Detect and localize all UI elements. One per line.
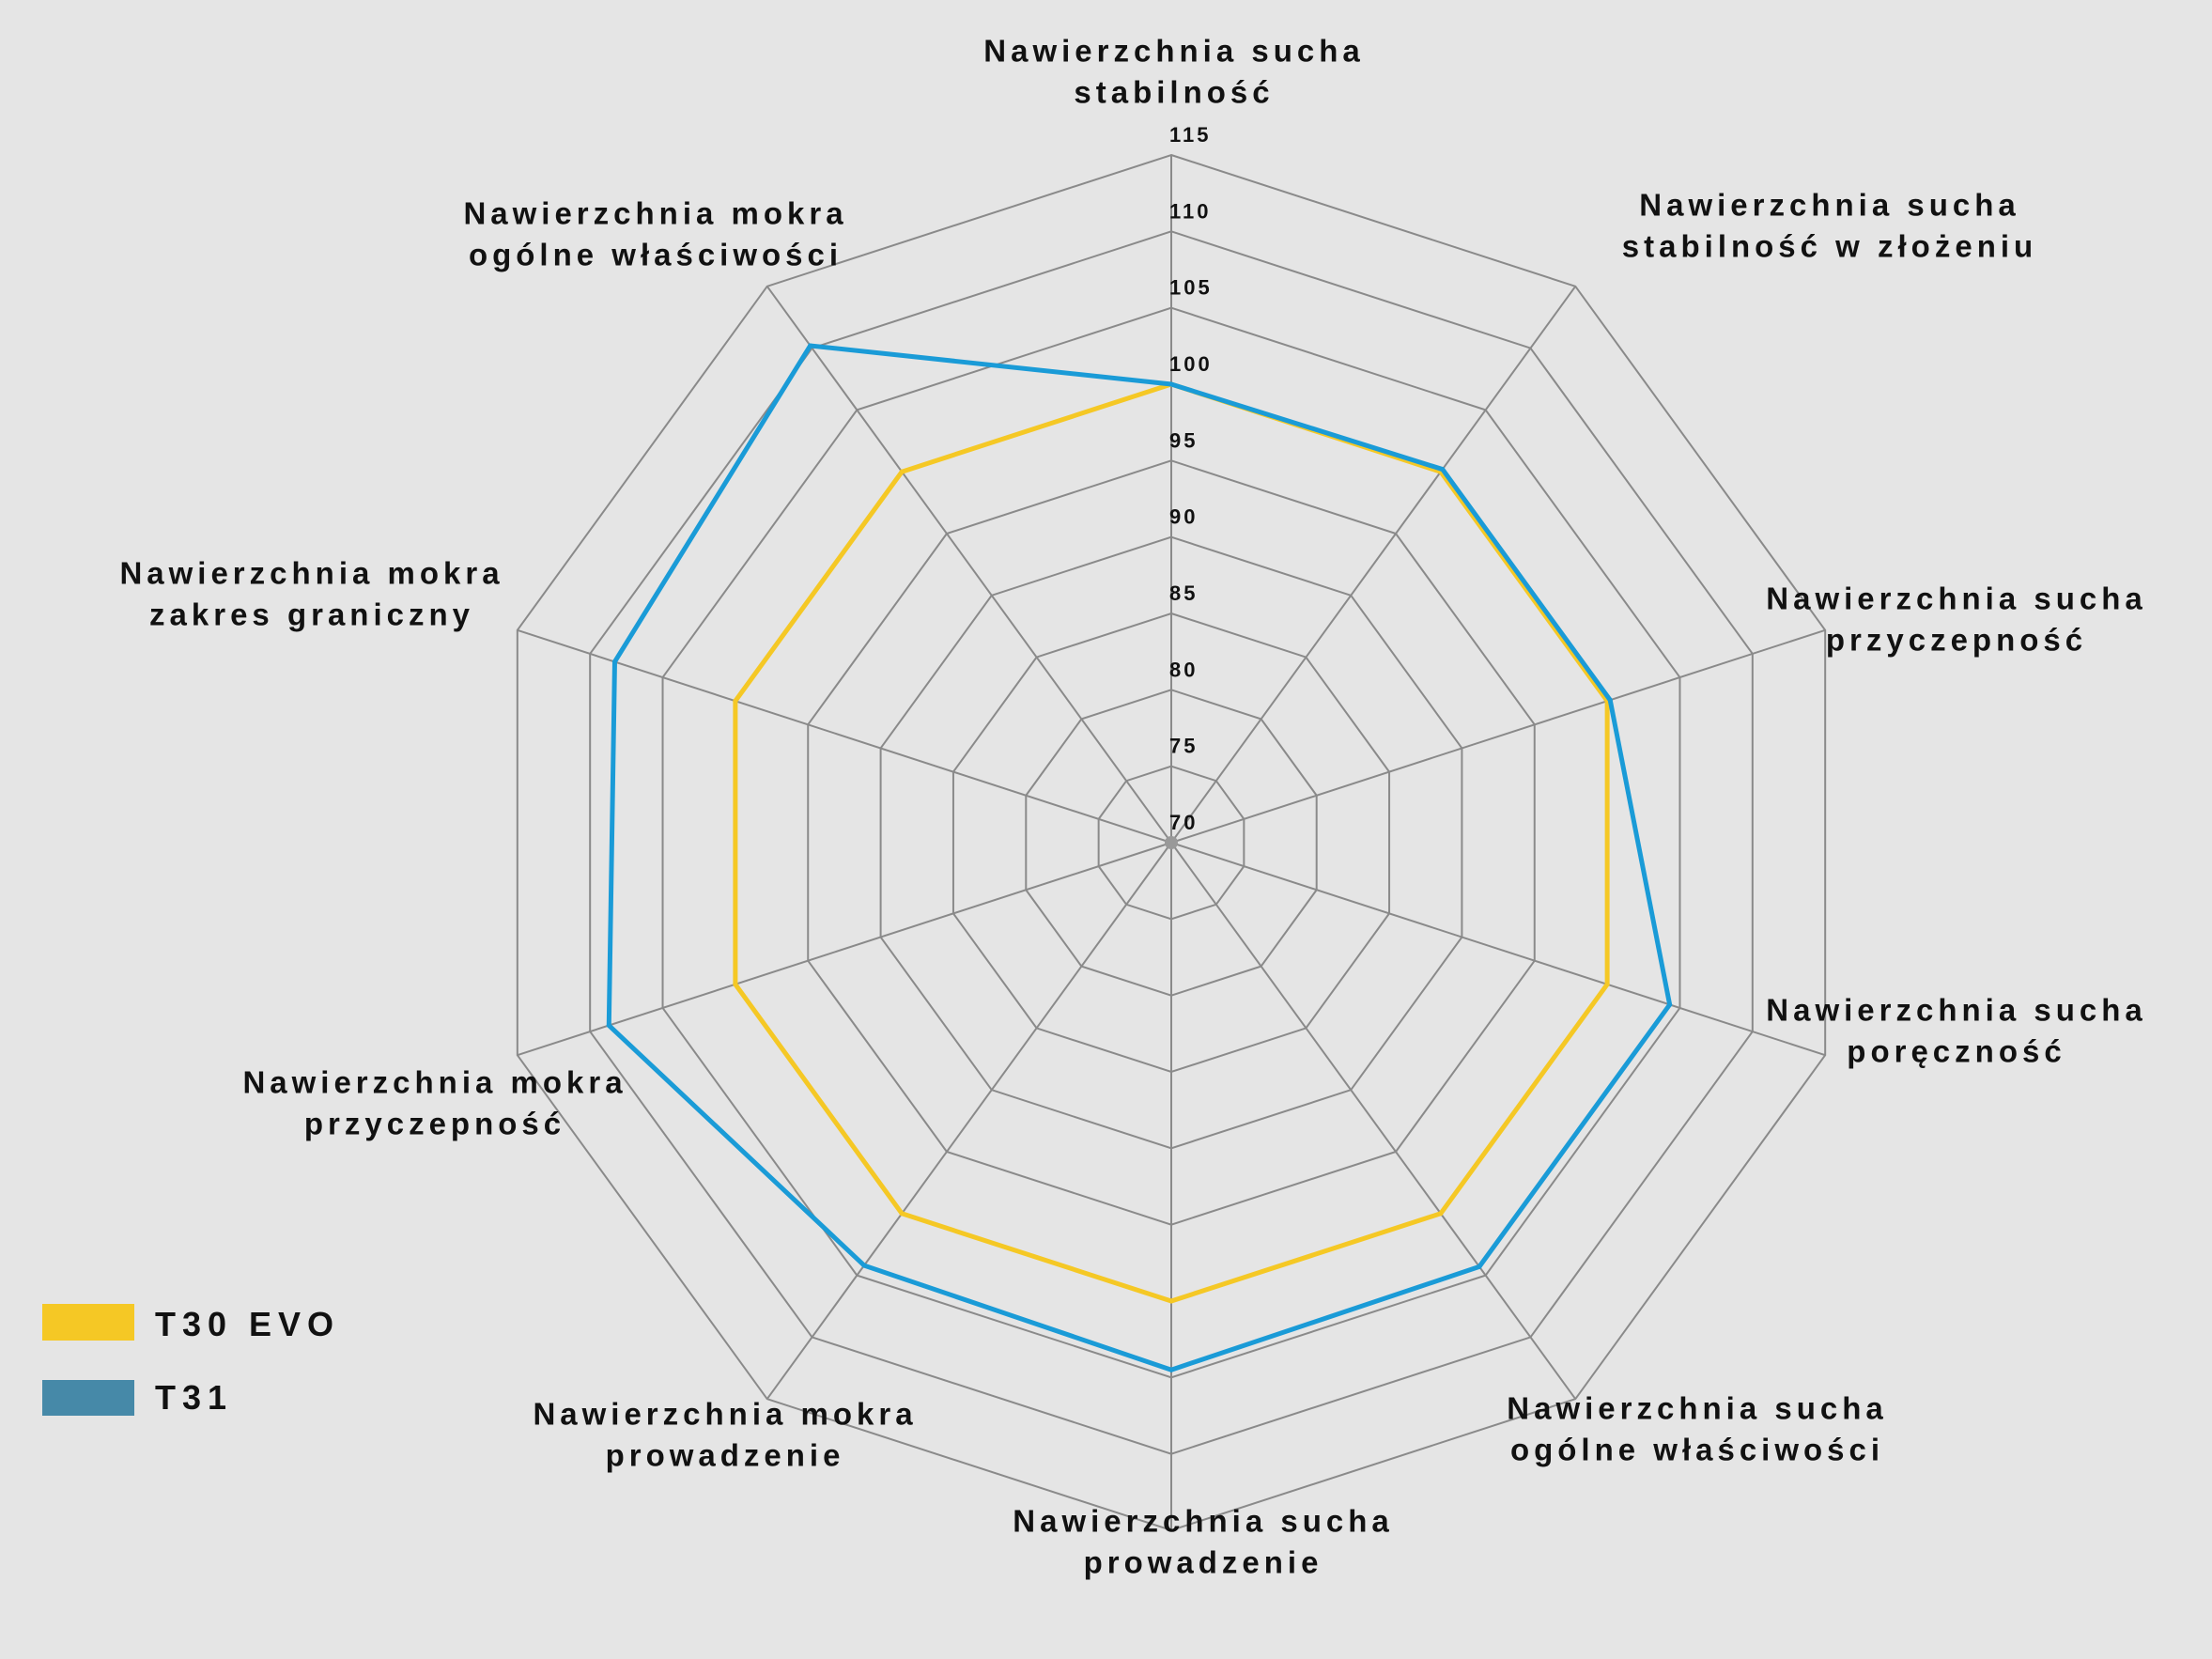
axis-label: Nawierzchnia sucha — [1639, 188, 2019, 223]
axis-spoke — [1170, 628, 1826, 844]
axis-label: Nawierzchnia sucha — [1766, 581, 2146, 616]
axis-label: Nawierzchnia sucha — [1507, 1391, 1887, 1426]
axis-label: ogólne właściwości — [1510, 1433, 1884, 1467]
data-point — [1168, 1367, 1174, 1372]
data-point — [733, 982, 738, 987]
data-point — [1604, 982, 1610, 987]
data-point — [808, 343, 813, 349]
data-point — [1168, 1298, 1174, 1304]
tick-label: 90 — [1169, 505, 1198, 529]
data-point — [611, 659, 617, 664]
axis-label: prowadzenie — [606, 1438, 845, 1473]
axis-label: poręczność — [1847, 1034, 2065, 1069]
center-dot — [1165, 836, 1178, 849]
axis-label: zakres graniczny — [149, 597, 474, 632]
axis-spoke — [517, 628, 1172, 844]
axis-spoke — [766, 842, 1172, 1400]
legend-label-t31: T31 — [155, 1378, 233, 1417]
axis-label: przyczepność — [1826, 623, 2087, 658]
axis-label: Nawierzchnia mokra — [463, 196, 847, 231]
axis-spoke — [1170, 842, 1577, 1400]
data-point — [733, 698, 738, 704]
axis-label: Nawierzchnia mokra — [242, 1065, 626, 1100]
tick-label: 80 — [1169, 658, 1198, 681]
series-line-t31 — [606, 343, 1673, 1372]
data-point — [1168, 381, 1174, 387]
tick-label: 100 — [1169, 352, 1213, 376]
series-layer — [606, 343, 1673, 1372]
axis-label: stabilność — [1074, 75, 1274, 110]
tick-label: 95 — [1169, 428, 1198, 452]
legend-swatch-t31 — [42, 1380, 134, 1416]
axis-label: Nawierzchnia sucha — [1766, 993, 2146, 1028]
tick-label: 70 — [1169, 811, 1198, 834]
data-point — [1438, 1211, 1444, 1217]
tick-label: 115 — [1169, 123, 1212, 147]
axis-label: stabilność w złożeniu — [1622, 229, 2037, 264]
axis-spoke — [1170, 286, 1577, 844]
axis-labels: Nawierzchnia sucha stabilność Nawierzchnia… — [119, 34, 2146, 1580]
tick-label: 75 — [1169, 735, 1198, 758]
axis-label: Nawierzchnia sucha — [1013, 1504, 1393, 1539]
data-point — [899, 1211, 905, 1217]
data-point — [1440, 467, 1446, 473]
data-point — [1667, 1001, 1673, 1007]
tick-labels: 70 75 80 85 90 95 100 105 110 115 — [1169, 123, 1213, 834]
axis-label: Nawierzchnia mokra — [119, 556, 503, 591]
tick-label: 110 — [1169, 199, 1212, 223]
axis-label: ogólne właściwości — [469, 238, 843, 272]
data-point — [1607, 697, 1613, 703]
axis-label: przyczepność — [304, 1107, 565, 1141]
data-point — [861, 1263, 867, 1268]
data-point — [899, 469, 905, 474]
axis-label: prowadzenie — [1084, 1545, 1323, 1580]
tick-label: 105 — [1169, 276, 1213, 300]
axis-spoke — [1170, 842, 1826, 1057]
axis-label: Nawierzchnia sucha — [983, 34, 1364, 69]
tick-label: 85 — [1169, 581, 1198, 605]
legend-swatch-t30-evo — [42, 1304, 134, 1341]
legend: T30 EVO T31 — [42, 1304, 340, 1417]
data-point — [1477, 1264, 1482, 1269]
data-point — [606, 1023, 611, 1029]
axis-spoke — [517, 842, 1172, 1057]
axis-label: Nawierzchnia mokra — [533, 1397, 917, 1432]
legend-label-t30-evo: T30 EVO — [155, 1305, 340, 1343]
axis-spoke — [766, 286, 1172, 844]
